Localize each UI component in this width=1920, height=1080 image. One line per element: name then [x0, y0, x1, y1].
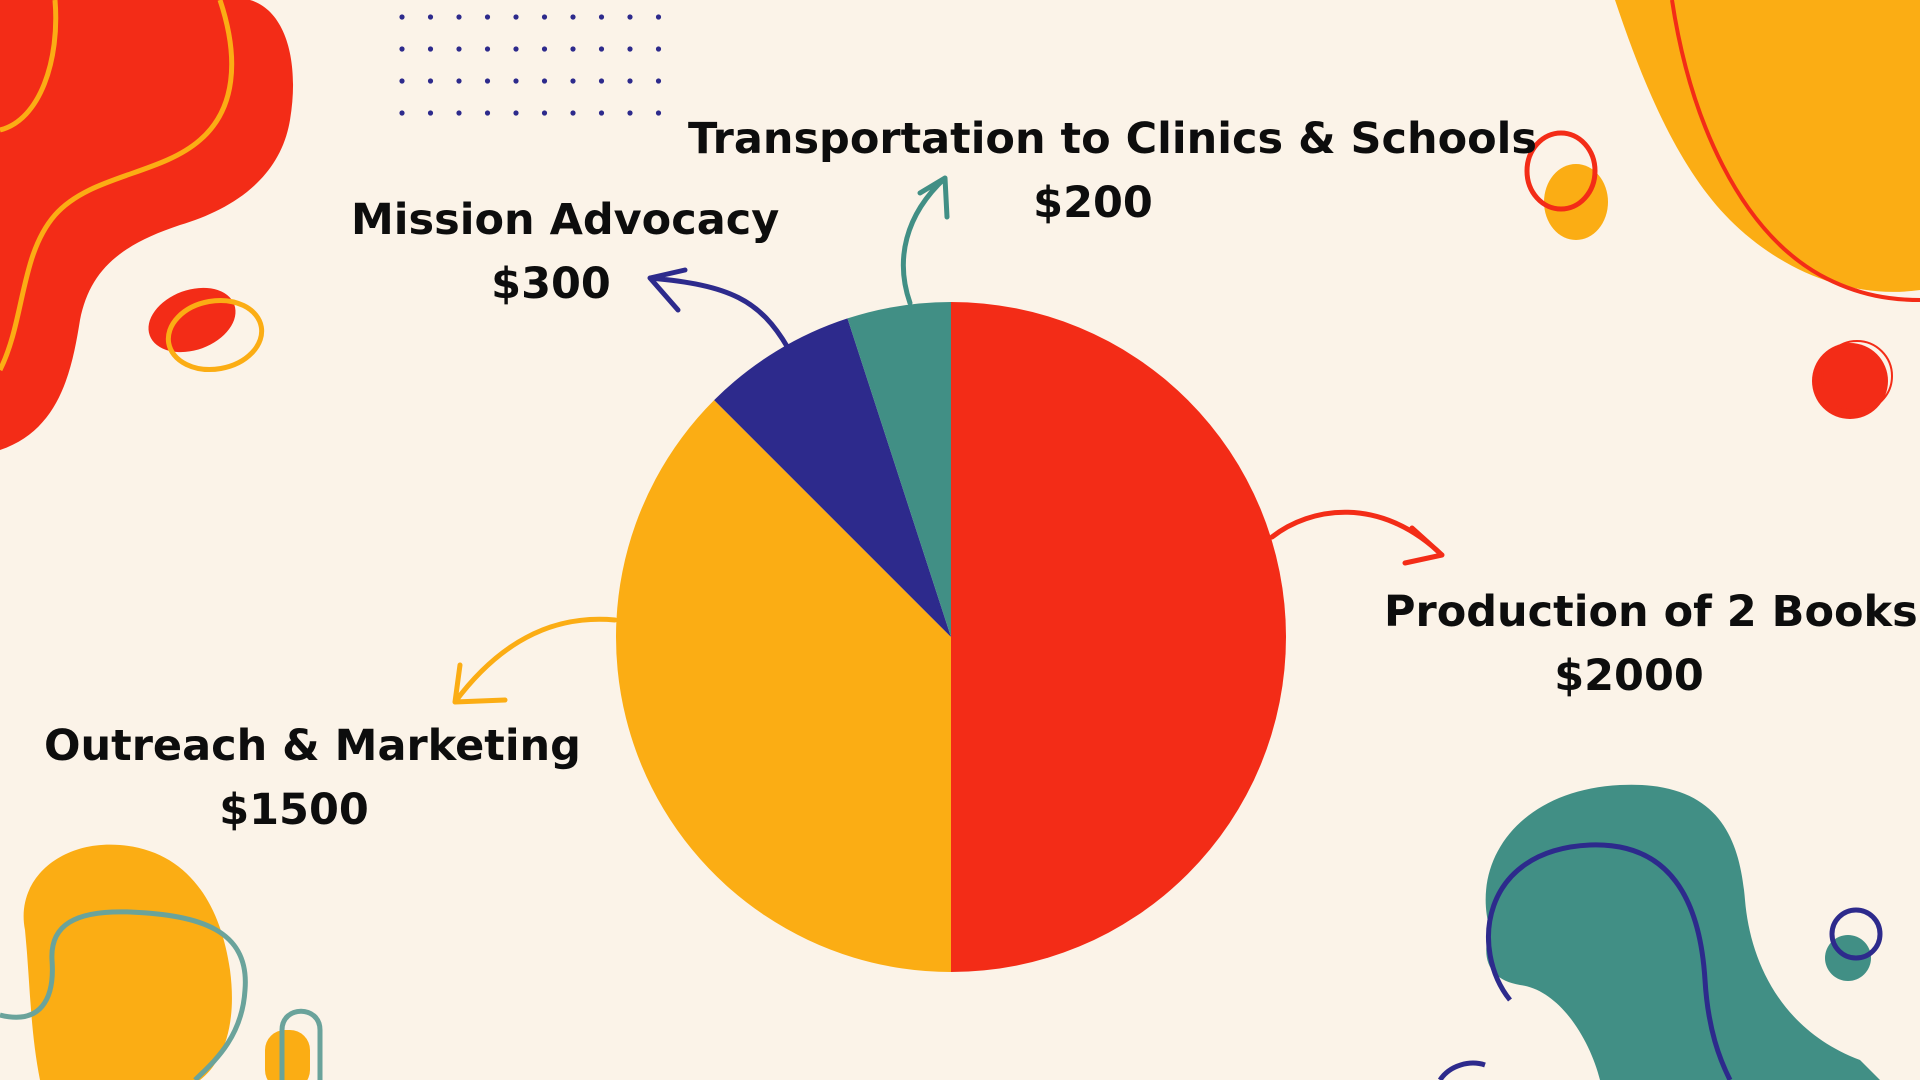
slice-outreach — [615, 400, 951, 972]
teal-line-bottom-left — [0, 909, 248, 1080]
label-production-value: $2000 — [1554, 651, 1704, 701]
orange-blob-bottom-left — [23, 844, 232, 1080]
red-line-top-right — [1670, 0, 1920, 302]
red-dot-left — [148, 287, 236, 353]
grid-dot — [427, 110, 434, 116]
grid-dot — [655, 14, 662, 20]
label-mission-value: $300 — [491, 259, 611, 309]
grid-dot — [627, 110, 633, 116]
arrow-production — [1269, 509, 1445, 566]
arrow-transportation — [900, 175, 950, 306]
red-ring-right — [1821, 340, 1893, 412]
grid-dot — [598, 110, 605, 116]
grid-dot — [541, 110, 548, 116]
arrow-outreach — [452, 616, 618, 705]
grid-dot — [513, 110, 519, 116]
orange-bar-bottom-left — [265, 1030, 310, 1080]
grid-dot — [598, 78, 605, 84]
grid-dot — [513, 14, 519, 20]
orange-curl-top-left — [0, 0, 59, 133]
grid-dot — [456, 78, 462, 84]
slice-transportation — [847, 302, 951, 637]
navy-curl-bottom-right — [1437, 1060, 1486, 1080]
grid-dot — [513, 46, 519, 52]
grid-dot — [456, 110, 462, 116]
label-mission-name: Mission Advocacy — [351, 195, 780, 245]
grid-dot — [655, 110, 662, 116]
grid-dot — [541, 46, 548, 52]
red-blob-top-left — [0, 0, 294, 450]
label-production: Production of 2 Books $2000 — [1384, 580, 1918, 708]
grid-dot — [627, 78, 633, 84]
grid-dot — [456, 14, 462, 20]
grid-dot — [598, 14, 605, 20]
grid-dot — [484, 46, 491, 52]
grid-dot — [427, 14, 434, 20]
grid-dot — [570, 110, 576, 116]
red-ring-top-right — [1524, 130, 1598, 212]
slice-mission — [714, 318, 951, 637]
orange-dot-top-right — [1544, 164, 1608, 240]
grid-dot — [427, 78, 434, 84]
orange-squiggle-top-left — [0, 0, 235, 372]
label-outreach-value: $1500 — [219, 785, 369, 835]
label-transportation: Transportation to Clinics & Schools $200 — [688, 107, 1538, 235]
orange-ring-left — [165, 298, 265, 372]
grid-dot — [456, 46, 462, 52]
grid-dot — [427, 46, 434, 52]
grid-dot — [570, 46, 576, 52]
teal-blob-bottom-right — [1485, 784, 1880, 1080]
grid-dot — [570, 14, 576, 20]
grid-dot — [541, 14, 548, 20]
navy-line-bottom-right — [1486, 842, 1733, 1080]
pie-chart — [615, 302, 1286, 972]
grid-dot — [484, 110, 491, 116]
grid-dot — [399, 110, 405, 116]
grid-dot — [484, 78, 491, 84]
callout-arrows — [452, 175, 1445, 705]
grid-dot — [541, 78, 548, 84]
grid-dot — [399, 14, 405, 20]
grid-dot — [627, 14, 633, 20]
label-transportation-value: $200 — [1033, 178, 1153, 228]
dot-grid — [399, 14, 662, 116]
label-outreach-name: Outreach & Marketing — [44, 721, 581, 771]
arrow-mission — [647, 267, 791, 351]
navy-ring-bottom-right — [1829, 907, 1883, 961]
orange-blob-top-right — [1615, 0, 1920, 292]
slice-production — [951, 302, 1286, 972]
label-outreach: Outreach & Marketing $1500 — [44, 714, 581, 842]
grid-dot — [655, 78, 662, 84]
label-mission: Mission Advocacy $300 — [351, 188, 780, 316]
grid-dot — [627, 46, 633, 52]
label-production-name: Production of 2 Books — [1384, 587, 1918, 637]
teal-loop-bottom-left — [279, 1008, 323, 1080]
grid-dot — [399, 46, 405, 52]
grid-dot — [513, 78, 519, 84]
red-dot-right — [1812, 343, 1888, 419]
label-transportation-name: Transportation to Clinics & Schools — [688, 114, 1538, 164]
grid-dot — [598, 46, 605, 52]
grid-dot — [570, 78, 576, 84]
grid-dot — [399, 78, 405, 84]
grid-dot — [655, 46, 662, 52]
grid-dot — [484, 14, 491, 20]
